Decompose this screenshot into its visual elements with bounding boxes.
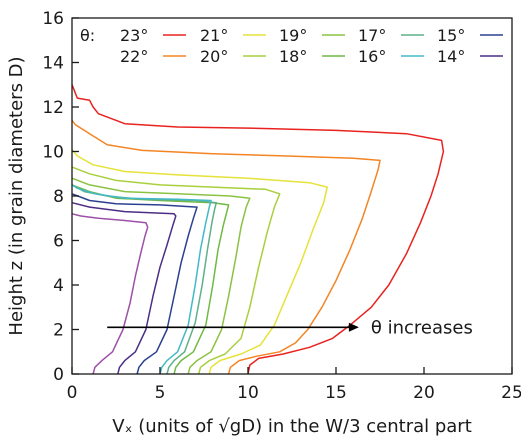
- axis-ticks: 0 5 10 15 20 25 0 2 4 6 8 10 12 14 16: [42, 9, 521, 403]
- series-line-10: [71, 213, 149, 375]
- legend-label-0: 23°: [120, 26, 148, 45]
- series-line-2: [71, 148, 328, 375]
- legend-label-7: 16°: [358, 47, 386, 66]
- y-tick-label-3: 6: [53, 232, 64, 252]
- series-lines: [71, 84, 445, 375]
- series-line-4: [71, 177, 251, 375]
- y-tick-label-7: 14: [42, 54, 64, 74]
- y-tick-label-1: 2: [53, 321, 64, 341]
- legend: θ: 23° 22° 21° 20° 19° 18° 17° 16° 15° 14°: [80, 26, 503, 66]
- legend-label-1: 22°: [120, 47, 148, 66]
- y-tick-label-2: 4: [53, 276, 64, 296]
- legend-label-3: 20°: [200, 47, 228, 66]
- x-tick-label-1: 5: [155, 383, 166, 403]
- legend-label-9: 14°: [437, 47, 465, 66]
- x-axis-label: Vₓ (units of √gD) in the W/3 central par…: [112, 416, 472, 437]
- y-tick-label-5: 10: [42, 143, 64, 163]
- legend-title: θ:: [80, 26, 95, 45]
- legend-label-8: 15°: [437, 26, 465, 45]
- x-tick-label-4: 20: [413, 383, 435, 403]
- y-tick-label-0: 0: [53, 365, 64, 385]
- legend-label-6: 17°: [358, 26, 386, 45]
- x-tick-label-0: 0: [67, 383, 78, 403]
- y-tick-label-6: 12: [42, 98, 64, 118]
- legend-label-2: 21°: [200, 26, 228, 45]
- series-line-7: [71, 184, 212, 375]
- series-line-8: [71, 193, 198, 375]
- annotation-text: θ increases: [371, 317, 473, 338]
- y-tick-label-8: 16: [42, 9, 64, 29]
- annotation: θ increases: [107, 317, 473, 338]
- y-axis-label: Height z (in grain diameters D): [6, 56, 27, 335]
- legend-label-5: 18°: [279, 47, 307, 66]
- x-tick-label-5: 25: [501, 383, 521, 403]
- series-line-1: [71, 119, 381, 375]
- legend-label-4: 19°: [279, 26, 307, 45]
- series-line-9: [71, 201, 177, 375]
- series-line-3: [71, 166, 281, 375]
- x-tick-label-3: 15: [325, 383, 347, 403]
- x-tick-label-2: 10: [237, 383, 259, 403]
- annotation-arrow-head: [348, 322, 359, 332]
- y-tick-label-4: 8: [53, 187, 64, 207]
- series-line-0: [71, 84, 445, 375]
